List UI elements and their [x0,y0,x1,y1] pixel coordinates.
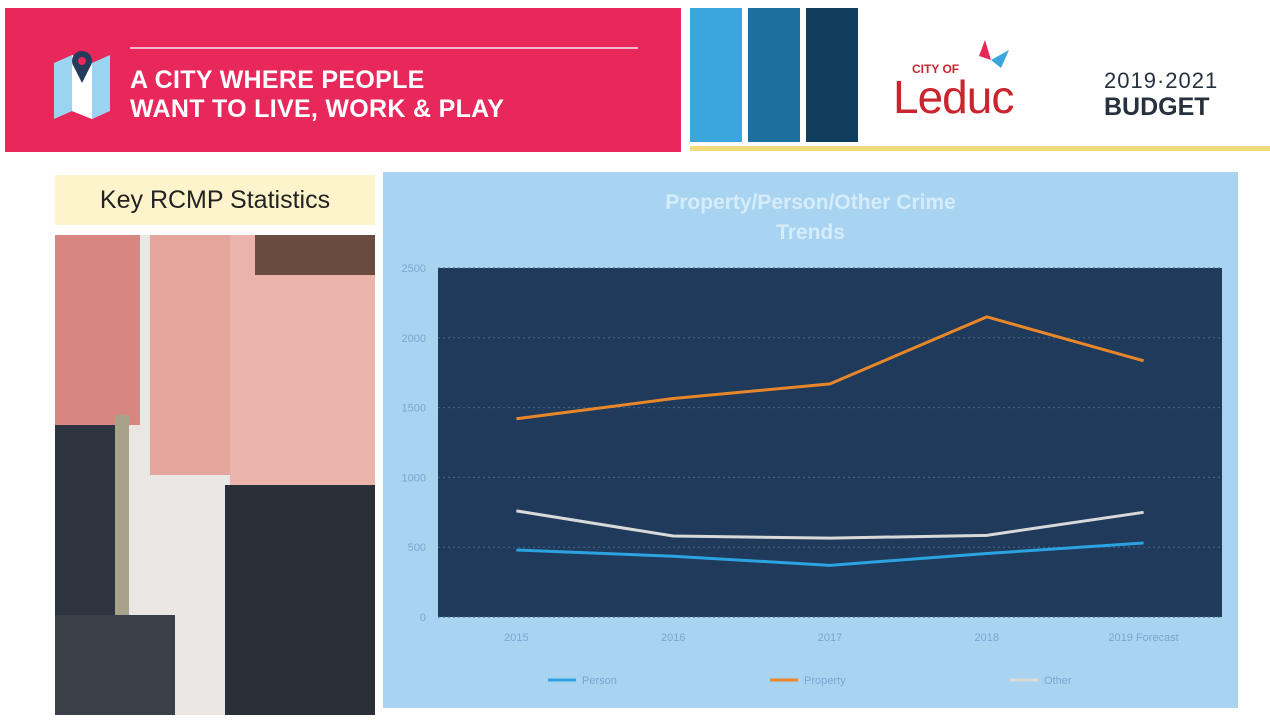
x-tick-label: 2017 [818,632,842,644]
legend-label: Person [582,675,617,687]
x-tick-label: 2018 [975,632,999,644]
x-tick-label: 2019 Forecast [1108,632,1178,644]
stripe [806,8,858,142]
section-title: Key RCMP Statistics [55,175,375,225]
legend-label: Property [804,675,846,687]
legend-label: Other [1044,675,1072,687]
budget-label: BUDGET [1104,93,1210,121]
budget-years: 2019·2021 [1104,68,1219,93]
map-icon [54,51,110,119]
x-tick-label: 2015 [504,632,528,644]
city-name: Leduc [893,71,1014,123]
plot-area [438,268,1222,617]
series-line [516,509,1144,540]
city-of: CITY OF [912,62,960,76]
x-tick-label: 2016 [661,632,685,644]
series-line [516,541,1144,567]
y-tick-label: 1000 [402,472,426,484]
accent-line [690,146,1270,151]
header-rule [130,47,638,49]
photo [55,235,375,715]
y-tick-label: 0 [420,612,426,624]
y-tick-label: 1500 [402,403,426,415]
tagline: A CITY WHERE PEOPLE [130,66,425,94]
stripe [748,8,800,142]
y-tick-label: 500 [408,542,426,554]
chart: 0 500 1000 1500 2000 2500 2015 2016 2017 2018 2019… [402,263,1222,687]
series-line [516,315,1145,421]
header-band [5,8,681,152]
tagline: WANT TO LIVE, WORK & PLAY [130,95,505,123]
y-tick-label: 2500 [402,263,426,275]
chart-title: Property/Person/Other Crime Trends [383,188,1238,248]
y-tick-label: 2000 [402,333,426,345]
chart-title-text: Property/Person/Other Crime Trends [665,191,956,244]
leduc-mark [979,40,1009,68]
stripe [690,8,742,142]
